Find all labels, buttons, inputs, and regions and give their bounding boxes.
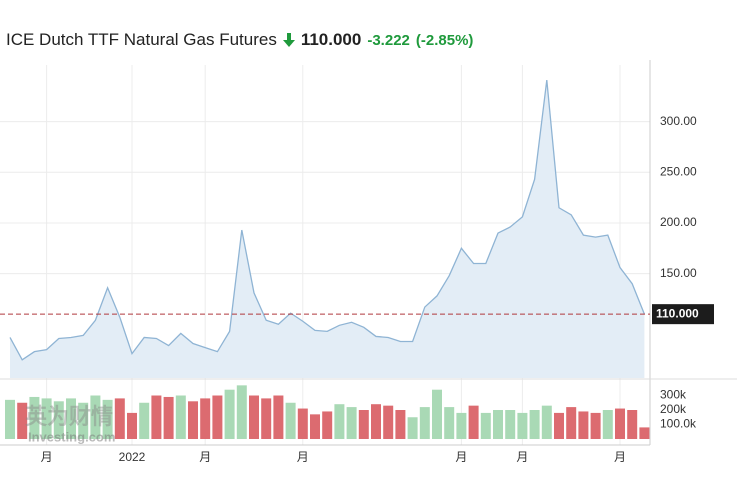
price-area (10, 80, 645, 378)
volume-bar (249, 395, 259, 439)
volume-bar (200, 398, 211, 439)
volume-bar (346, 407, 357, 439)
volume-bar (175, 395, 186, 439)
volume-bar (151, 395, 162, 439)
volume-bar (566, 407, 577, 439)
x-tick-label: 月 (455, 450, 467, 464)
volume-bar (322, 411, 333, 439)
volume-bar (53, 401, 64, 439)
volume-bar (285, 402, 296, 439)
current-price-box (652, 304, 714, 325)
y-tick-label: 200.00 (660, 215, 697, 229)
volume-bar (468, 405, 479, 439)
volume-bar (17, 402, 28, 439)
title: ICE Dutch TTF Natural Gas Futures (6, 30, 277, 49)
volume-bar (5, 399, 15, 439)
change: -3.222 (367, 31, 410, 49)
volume-bar (590, 412, 601, 439)
volume-bar (41, 398, 52, 439)
y-tick-label: 150.00 (660, 266, 697, 280)
x-tick-label: 月 (199, 450, 211, 464)
volume-bar (602, 410, 613, 439)
volume-bar (456, 412, 467, 439)
x-tick-label: 月 (614, 450, 626, 464)
volume-bar (139, 402, 150, 439)
volume-bar (627, 410, 638, 439)
watermark-site: Investing.com (28, 429, 115, 444)
volume-bar (493, 410, 503, 439)
volume-bar (505, 410, 516, 439)
x-tick-label: 月 (41, 450, 53, 464)
volume-bar (383, 405, 394, 439)
volume-bar (578, 411, 589, 439)
y-tick-label: 300.00 (660, 114, 697, 128)
volume-bar (639, 427, 650, 439)
y2-tick-label: 100.0k (660, 417, 697, 431)
y-tick-label: 250.00 (660, 164, 697, 178)
change-percent: (-2.85%) (415, 31, 474, 49)
price: 110.000 (300, 30, 362, 49)
volume-bar (310, 414, 320, 439)
x-tick-label: 2022 (119, 450, 146, 464)
volume-bar (529, 410, 540, 439)
volume-bar (127, 412, 137, 439)
volume-bar (407, 417, 418, 439)
x-tick-label: 月 (516, 450, 528, 464)
volume-bar (224, 389, 235, 439)
current-price-label: 110.000 (656, 306, 699, 320)
volume-bar (297, 408, 308, 439)
volume-bar (480, 412, 491, 439)
volume-bar (273, 395, 284, 439)
volume-bar (163, 396, 174, 439)
volume-bar (78, 402, 89, 439)
volume-bar (444, 407, 455, 439)
volume-bar (395, 410, 406, 439)
volume-bar (334, 404, 345, 439)
volume-bar (236, 385, 247, 439)
watermark-brand: 英为财情 (25, 404, 113, 429)
volume-bar (432, 389, 442, 439)
volume-bar (102, 399, 113, 439)
x-tick-label: 月 (297, 450, 309, 464)
volume-bar (419, 407, 430, 439)
volume-bar (541, 405, 552, 439)
volume-bar (615, 408, 625, 439)
volume-bar (261, 398, 272, 439)
y2-tick-label: 300k (660, 388, 687, 402)
y2-tick-label: 200k (660, 402, 687, 416)
volume-bar (29, 396, 40, 439)
price-line (9, 79, 646, 361)
volume-bar (554, 412, 564, 439)
volume-bar (66, 398, 76, 439)
volume-bar (188, 401, 198, 439)
volume-bar (90, 395, 101, 439)
volume-bar (358, 410, 369, 439)
header: ICE Dutch TTF Natural Gas Futures 110.00… (6, 30, 473, 50)
volume-bar (212, 395, 223, 439)
volume-bar (114, 398, 125, 439)
volume-bar (517, 412, 528, 439)
down-arrow (282, 33, 295, 47)
volume-bar (371, 404, 381, 439)
